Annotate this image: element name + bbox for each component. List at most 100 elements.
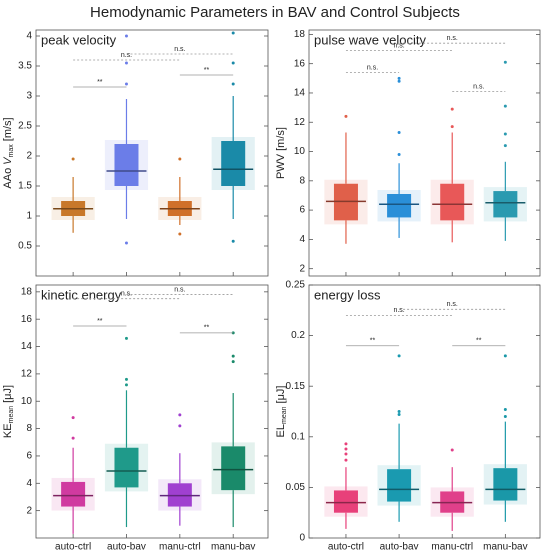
box xyxy=(114,144,139,186)
significance-label: n.s. xyxy=(473,83,484,90)
y-axis-label-part: KE xyxy=(2,423,14,438)
box xyxy=(221,446,246,491)
y-tick-label: 8 xyxy=(299,175,305,186)
significance-label: n.s. xyxy=(447,35,458,42)
axes-frame xyxy=(35,284,269,539)
outlier xyxy=(178,424,182,428)
significance-label: n.s. xyxy=(393,42,404,49)
panel-title: kinetic energy xyxy=(41,287,122,302)
y-tick-label: 0.05 xyxy=(286,482,306,493)
y-tick-label: 0.2 xyxy=(291,330,305,341)
panel-title: peak velocity xyxy=(41,32,117,47)
box xyxy=(387,469,412,502)
x-tick-label: auto-ctrl xyxy=(328,542,364,553)
significance-label: ** xyxy=(204,67,210,74)
x-tick-label: auto-bav xyxy=(107,542,146,553)
outlier xyxy=(178,232,182,236)
panel-title: pulse wave velocity xyxy=(314,32,426,47)
significance-label: ** xyxy=(476,338,482,345)
outlier xyxy=(231,360,235,364)
axes-frame xyxy=(308,29,541,277)
y-axis-label: ELmean [μJ] xyxy=(275,386,288,438)
outlier xyxy=(397,354,401,358)
y-axis-label-part: AAo xyxy=(2,168,14,189)
x-tick-label: manu-ctrl xyxy=(431,542,473,553)
y-tick-label: 14 xyxy=(21,341,33,352)
outlier xyxy=(397,131,401,134)
outlier xyxy=(344,447,348,451)
y-tick-label: 4 xyxy=(26,478,32,489)
y-tick-label: 12 xyxy=(21,369,33,380)
y-tick-label: 4 xyxy=(299,234,305,245)
outlier xyxy=(231,31,235,35)
outlier xyxy=(503,104,507,108)
y-tick-label: 12 xyxy=(294,117,306,128)
y-tick-label: 0.5 xyxy=(18,241,32,252)
box xyxy=(333,490,358,513)
y-axis-label-part: V xyxy=(2,156,14,165)
outlier xyxy=(450,448,454,452)
box xyxy=(61,481,86,507)
outlier xyxy=(124,61,128,65)
y-axis-label: AAo Vmax [m/s] xyxy=(2,117,15,188)
outlier xyxy=(503,407,507,411)
significance-label: ** xyxy=(97,318,103,325)
outlier xyxy=(503,60,507,64)
outlier xyxy=(450,107,454,111)
outlier xyxy=(344,452,348,456)
x-tick-label: manu-ctrl xyxy=(159,542,201,553)
outlier xyxy=(231,354,235,358)
outlier xyxy=(503,132,507,136)
x-tick-label: manu-bav xyxy=(483,542,527,553)
y-tick-label: 2.5 xyxy=(18,121,32,132)
significance-label: ** xyxy=(204,325,210,332)
axes-frame xyxy=(35,29,269,277)
y-axis-label-part: EL xyxy=(275,424,287,437)
outlier xyxy=(124,34,128,38)
outlier xyxy=(450,125,454,129)
significance-label: n.s. xyxy=(121,52,132,59)
outlier xyxy=(71,436,75,440)
box xyxy=(440,183,465,221)
outlier xyxy=(231,61,235,65)
y-axis-label: PWV [m/s] xyxy=(275,127,287,179)
y-tick-label: 10 xyxy=(294,146,306,157)
significance-label: n.s. xyxy=(174,286,185,293)
outlier xyxy=(124,383,128,387)
outlier xyxy=(71,157,75,161)
y-tick-label: 2 xyxy=(26,151,32,162)
y-tick-label: 16 xyxy=(21,314,33,325)
y-tick-label: 0.15 xyxy=(286,381,306,392)
outlier xyxy=(124,241,128,245)
x-tick-label: auto-bav xyxy=(380,542,419,553)
outlier xyxy=(397,79,401,83)
y-axis-label-part: mean xyxy=(8,406,15,424)
y-axis-label-part: [μJ] xyxy=(2,385,14,403)
y-tick-label: 1 xyxy=(26,211,32,222)
significance-label: n.s. xyxy=(367,64,378,71)
outlier xyxy=(397,410,401,413)
y-axis-label-part: PWV xyxy=(275,153,287,179)
x-tick-label: auto-ctrl xyxy=(55,542,91,553)
box xyxy=(493,191,518,218)
significance-label: n.s. xyxy=(121,291,132,298)
y-axis-label-part: max xyxy=(8,144,15,158)
significance-label: n.s. xyxy=(447,301,458,308)
y-axis-label-part: [m/s] xyxy=(2,117,14,141)
y-tick-label: 10 xyxy=(21,396,33,407)
significance-label: n.s. xyxy=(393,307,404,314)
y-tick-label: 14 xyxy=(294,88,306,99)
box xyxy=(493,468,518,501)
outlier xyxy=(344,458,348,462)
y-tick-label: 18 xyxy=(21,286,33,297)
outlier xyxy=(503,415,507,419)
y-tick-label: 6 xyxy=(26,451,32,462)
y-tick-label: 1.5 xyxy=(18,181,32,192)
outlier xyxy=(71,416,75,420)
y-tick-label: 0.1 xyxy=(291,431,305,442)
y-tick-label: 18 xyxy=(294,29,306,40)
panel-title: energy loss xyxy=(314,287,381,302)
outlier xyxy=(178,413,182,417)
y-axis-label-part: [m/s] xyxy=(275,127,287,151)
